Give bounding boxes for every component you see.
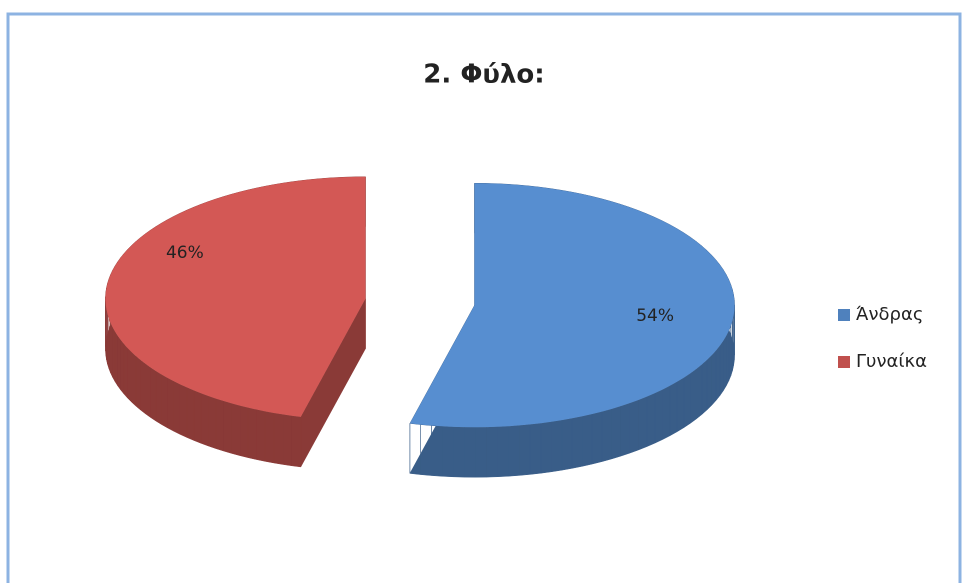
slice xyxy=(105,176,366,417)
slice xyxy=(409,183,735,428)
legend-label: Άνδρας xyxy=(856,304,923,325)
legend-label: Γυναίκα xyxy=(856,351,927,372)
data-label: 54% xyxy=(636,306,674,326)
chart-title: 2. Φύλο: xyxy=(423,60,544,90)
data-label: 46% xyxy=(166,243,204,263)
legend-swatch xyxy=(838,356,850,368)
legend-swatch xyxy=(838,309,850,321)
